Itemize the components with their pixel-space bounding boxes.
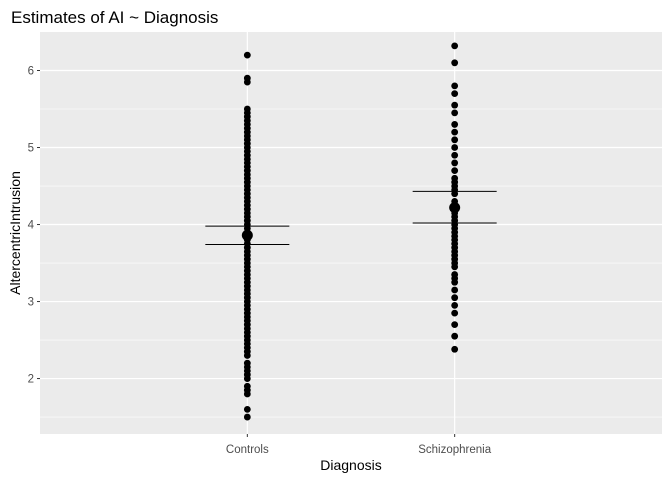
data-point xyxy=(451,101,459,109)
mean-marker xyxy=(241,229,253,241)
data-point xyxy=(451,82,459,90)
data-point xyxy=(451,294,459,302)
data-point xyxy=(451,159,459,167)
y-axis-title: AltercentricIntrusion xyxy=(7,171,23,295)
y-tick-label: 3 xyxy=(28,297,34,309)
plot-panel xyxy=(40,32,662,434)
data-point xyxy=(451,121,459,128)
chart-title: Estimates of AI ~ Diagnosis xyxy=(11,8,218,27)
data-point xyxy=(451,59,459,67)
y-axis: 2 3 4 5 6 xyxy=(28,66,40,386)
data-point xyxy=(451,345,459,353)
data-point xyxy=(451,271,459,278)
data-point xyxy=(243,405,251,413)
data-point xyxy=(243,382,251,390)
y-tick-label: 6 xyxy=(28,66,34,78)
data-point xyxy=(451,128,459,136)
data-point xyxy=(451,151,459,159)
data-point xyxy=(451,136,459,144)
data-point xyxy=(243,359,251,367)
y-tick-label: 4 xyxy=(28,220,35,232)
data-point xyxy=(451,321,459,329)
data-point xyxy=(243,74,251,82)
x-axis: Controls Schizophrenia xyxy=(226,434,492,456)
data-point xyxy=(451,174,459,182)
x-tick-label: Controls xyxy=(226,444,269,456)
mean-marker xyxy=(449,202,461,214)
data-point xyxy=(451,109,459,117)
data-point xyxy=(451,144,459,151)
data-point xyxy=(243,105,251,113)
data-point xyxy=(451,309,459,317)
data-point xyxy=(451,42,459,50)
data-points xyxy=(205,42,497,421)
data-point xyxy=(243,51,251,59)
y-tick-label: 5 xyxy=(28,143,34,155)
y-tick-label: 2 xyxy=(28,374,34,386)
x-tick-label: Schizophrenia xyxy=(418,444,491,456)
data-point xyxy=(451,286,459,294)
data-point xyxy=(451,332,459,340)
data-point xyxy=(243,413,251,421)
data-point xyxy=(451,167,459,175)
data-point xyxy=(451,301,459,309)
x-axis-title: Diagnosis xyxy=(320,457,381,473)
data-point xyxy=(451,90,459,98)
gridlines xyxy=(40,32,662,434)
